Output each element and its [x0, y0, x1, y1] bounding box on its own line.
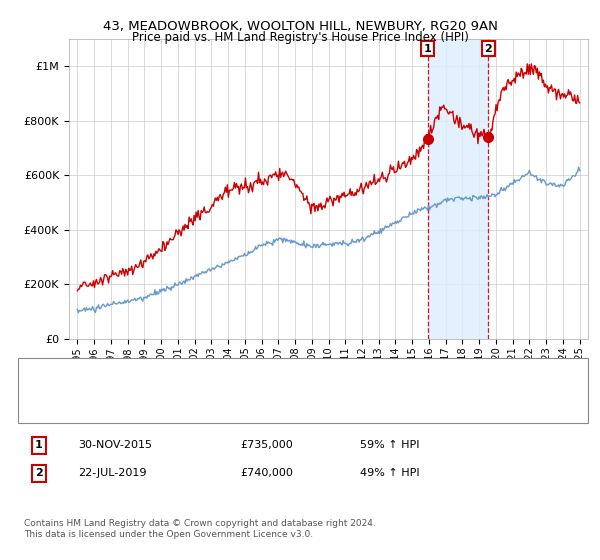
- Text: 49% ↑ HPI: 49% ↑ HPI: [360, 468, 419, 478]
- Text: 43, MEADOWBROOK, WOOLTON HILL, NEWBURY, RG20 9AN (detached house): 43, MEADOWBROOK, WOOLTON HILL, NEWBURY, …: [75, 372, 480, 382]
- Text: 59% ↑ HPI: 59% ↑ HPI: [360, 440, 419, 450]
- Text: 43, MEADOWBROOK, WOOLTON HILL, NEWBURY, RG20 9AN: 43, MEADOWBROOK, WOOLTON HILL, NEWBURY, …: [103, 20, 497, 32]
- Text: 1: 1: [35, 440, 43, 450]
- Text: 1: 1: [424, 44, 431, 54]
- Text: £735,000: £735,000: [240, 440, 293, 450]
- Bar: [428, 39, 488, 339]
- Text: 2: 2: [485, 44, 492, 54]
- Text: HPI: Average price, detached house, Basingstoke and Deane: HPI: Average price, detached house, Basi…: [75, 400, 391, 410]
- Text: Price paid vs. HM Land Registry's House Price Index (HPI): Price paid vs. HM Land Registry's House …: [131, 31, 469, 44]
- Text: 30-NOV-2015: 30-NOV-2015: [78, 440, 152, 450]
- Text: 22-JUL-2019: 22-JUL-2019: [78, 468, 146, 478]
- Text: Contains HM Land Registry data © Crown copyright and database right 2024.
This d: Contains HM Land Registry data © Crown c…: [24, 520, 376, 539]
- Text: £740,000: £740,000: [240, 468, 293, 478]
- Text: 2: 2: [35, 468, 43, 478]
